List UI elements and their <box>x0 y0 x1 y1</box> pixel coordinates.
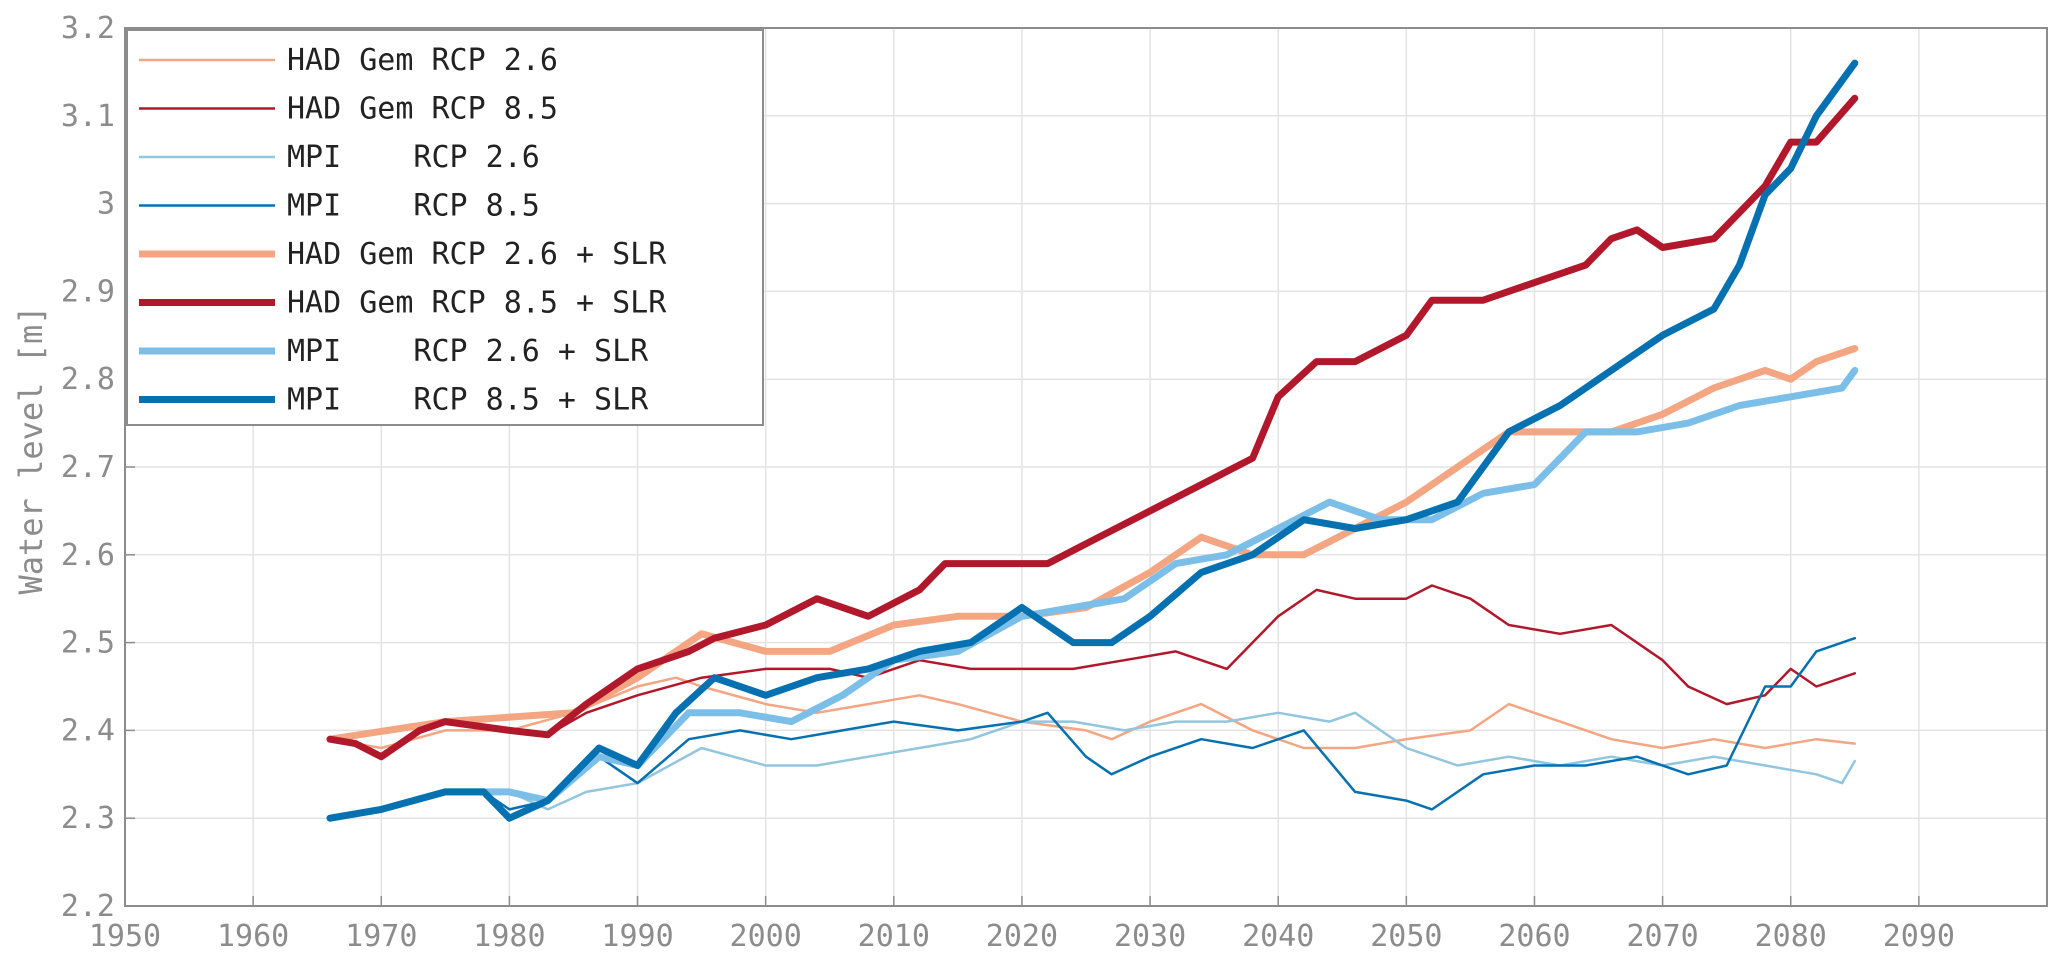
x-axis: 1950 1960 1970 1980 1990 2000 2010 2020 2030 2040… <box>89 896 1955 954</box>
series-line-7 <box>326 59 1859 822</box>
x-tick-label: 2000 <box>730 919 802 954</box>
series-line-6 <box>326 366 1859 822</box>
x-tick-label: 1970 <box>345 919 417 954</box>
y-axis: 2.2 2.3 2.4 2.5 2.6 2.7 2.8 2.9 3 3.1 3.2 <box>61 11 135 924</box>
legend-label-7: MPI RCP 8.5 + SLR <box>287 383 649 418</box>
legend-label-5: HAD Gem RCP 8.5 + SLR <box>287 286 667 321</box>
x-tick-label: 1960 <box>217 919 289 954</box>
y-tick-label: 2.3 <box>61 801 115 836</box>
y-tick-label: 2.2 <box>61 889 115 924</box>
y-tick-label: 2.9 <box>61 274 115 309</box>
y-tick-label: 3.1 <box>61 99 115 134</box>
legend-label-6: MPI RCP 2.6 + SLR <box>287 334 649 369</box>
y-tick-label: 3.2 <box>61 11 115 46</box>
legend: HAD Gem RCP 2.6 HAD Gem RCP 8.5 MPI RCP 2.… <box>126 29 764 426</box>
y-tick-label: 2.6 <box>61 538 115 573</box>
x-tick-label: 2020 <box>986 919 1058 954</box>
x-tick-label: 2070 <box>1626 919 1698 954</box>
x-tick-label: 1990 <box>601 919 673 954</box>
x-tick-label: 1980 <box>473 919 545 954</box>
x-tick-label: 2010 <box>858 919 930 954</box>
series-line-5 <box>326 94 1859 761</box>
y-tick-label: 2.8 <box>61 362 115 397</box>
x-tick-label: 2030 <box>1114 919 1186 954</box>
legend-label-2: MPI RCP 2.6 <box>287 140 540 175</box>
x-tick-label: 1950 <box>89 919 161 954</box>
x-tick-label: 2040 <box>1242 919 1314 954</box>
series-line-2 <box>328 711 1857 820</box>
x-tick-label: 2080 <box>1755 919 1827 954</box>
x-tick-label: 2090 <box>1883 919 1955 954</box>
series-lines <box>326 59 1859 822</box>
legend-label-1: HAD Gem RCP 8.5 <box>287 92 558 127</box>
x-tick-label: 2060 <box>1498 919 1570 954</box>
x-tick-label: 2050 <box>1370 919 1442 954</box>
legend-label-0: HAD Gem RCP 2.6 <box>287 43 558 78</box>
y-tick-label: 2.4 <box>61 713 115 748</box>
y-tick-label: 2.5 <box>61 626 115 661</box>
y-tick-label: 3 <box>97 187 115 222</box>
y-axis-label: Water level [m] <box>12 306 50 595</box>
legend-box <box>126 29 764 426</box>
legend-label-3: MPI RCP 8.5 <box>287 189 540 224</box>
y-tick-label: 2.7 <box>61 450 115 485</box>
legend-label-4: HAD Gem RCP 2.6 + SLR <box>287 237 667 272</box>
series-line-0 <box>328 676 1857 750</box>
